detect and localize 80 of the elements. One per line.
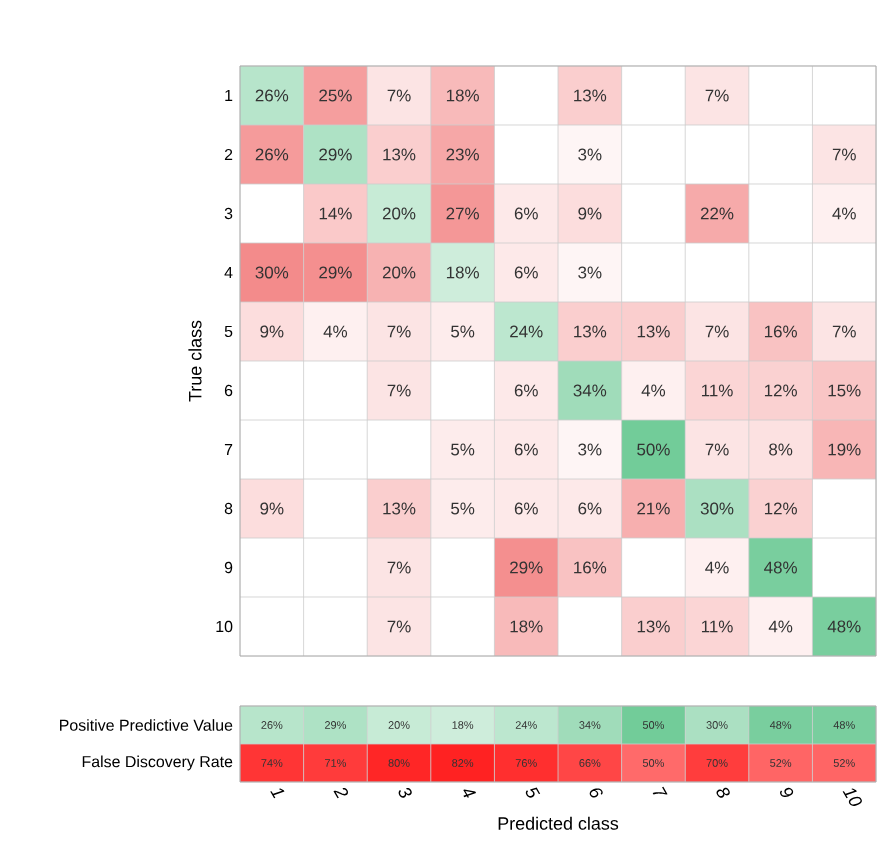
data-label: 4% (832, 207, 856, 220)
data-label: 25% (319, 89, 352, 102)
data-label: 5% (451, 443, 475, 456)
data-label: 27% (446, 207, 479, 220)
data-label: 6% (578, 502, 602, 515)
data-label: 9% (260, 502, 284, 515)
data-label: 6% (514, 502, 538, 515)
data-label: 13% (383, 502, 416, 515)
y-axis-title: True class (188, 320, 202, 402)
data-label: 3% (578, 148, 602, 161)
data-label: 13% (574, 89, 607, 102)
data-label: 12% (764, 502, 797, 515)
data-label: 34% (573, 384, 607, 397)
x-tick-label: 10 (842, 788, 862, 806)
data-label: 7% (387, 325, 411, 338)
data-label: 6% (514, 384, 538, 397)
data-label: 5% (451, 325, 475, 338)
data-label: 22% (700, 207, 734, 220)
data-label: 7% (387, 89, 411, 102)
data-label: 3% (578, 443, 602, 456)
data-label: 16% (574, 561, 607, 574)
data-label: 14% (319, 207, 352, 220)
data-label: 15% (828, 384, 861, 397)
data-label: 13% (637, 325, 670, 338)
data-label: 13% (637, 620, 670, 633)
x-tick-label: 3 (398, 787, 412, 798)
data-label: 29% (510, 561, 543, 574)
x-axis-title: Predicted class (498, 816, 619, 830)
data-label: 20% (382, 266, 416, 279)
x-tick-label: 1 (270, 788, 285, 799)
data-label: 6% (514, 207, 538, 220)
data-label: 4% (323, 325, 348, 338)
data-label: 16% (764, 325, 797, 338)
data-label: 7% (705, 443, 729, 456)
data-label: 18% (446, 266, 479, 279)
data-label: 11% (701, 384, 733, 397)
data-label: 21% (637, 502, 670, 515)
data-label: 4% (768, 620, 793, 633)
data-label: 29% (319, 148, 352, 161)
data-label: 5% (451, 502, 475, 515)
data-label: 20% (382, 207, 416, 220)
data-label: 7% (832, 325, 856, 338)
data-label: 4% (641, 384, 666, 397)
data-label: 13% (383, 148, 416, 161)
data-label: 23% (446, 148, 479, 161)
data-label: 18% (510, 620, 543, 633)
data-label: 30% (700, 502, 734, 515)
x-tick-label: 4 (463, 789, 477, 798)
data-label: 26% (255, 148, 289, 161)
data-label: 11% (701, 620, 733, 633)
x-tick-label: 8 (716, 787, 730, 798)
data-label: 3% (578, 266, 602, 279)
x-tick-label: 2 (333, 787, 349, 799)
data-label: 9% (578, 207, 602, 220)
data-label: 7% (705, 325, 729, 338)
data-label: 7% (705, 89, 729, 102)
data-label: 8% (769, 443, 793, 456)
data-label: 9% (260, 325, 284, 338)
data-label: 6% (514, 266, 538, 279)
data-label: 19% (828, 443, 861, 456)
data-label: 7% (832, 148, 856, 161)
data-label: 7% (387, 384, 411, 397)
data-label: 24% (510, 325, 543, 338)
x-tick-label: 5 (525, 787, 541, 798)
x-tick-label: 9 (780, 787, 794, 797)
data-label: 12% (764, 384, 797, 397)
data-label: 30% (255, 266, 289, 279)
data-label: 48% (764, 561, 797, 574)
data-label: 7% (387, 620, 411, 633)
data-label: 6% (514, 443, 538, 456)
data-label: 7% (387, 561, 411, 574)
data-label: 48% (827, 620, 861, 633)
x-tick-label: 6 (589, 788, 603, 798)
data-label: 26% (255, 89, 289, 102)
data-label: 50% (637, 443, 670, 456)
data-label: 29% (319, 266, 352, 279)
data-label: 18% (446, 89, 479, 102)
x-tick-label: 7 (652, 786, 668, 795)
data-label: 13% (574, 325, 607, 338)
data-label: 4% (705, 561, 729, 574)
